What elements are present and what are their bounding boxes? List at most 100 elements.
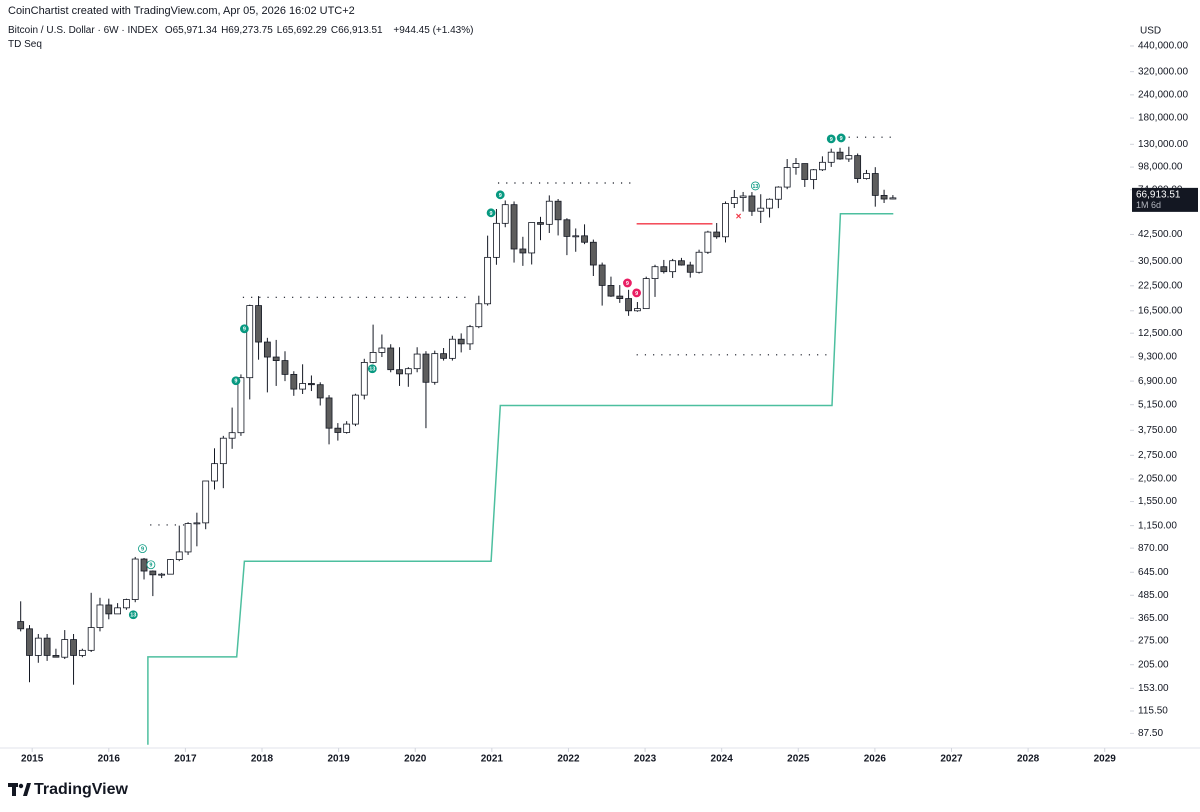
candle-body xyxy=(854,155,862,179)
td-marker-label: × xyxy=(736,211,742,222)
candle-body xyxy=(810,169,817,180)
brand-logo xyxy=(8,783,31,796)
candle-body xyxy=(695,251,703,273)
x-tick-label: 2016 xyxy=(98,754,121,765)
td-marker: 9 xyxy=(826,134,836,144)
candle-body xyxy=(184,523,192,553)
candle-body xyxy=(52,655,60,658)
candle-body xyxy=(545,200,553,225)
candle-body xyxy=(440,353,447,359)
td-marker-dot xyxy=(495,190,505,200)
y-tick-label: 3,750.00 xyxy=(1138,425,1177,436)
td-marker-label: 13 xyxy=(369,367,375,373)
x-tick-label: 2025 xyxy=(787,754,810,765)
x-tick-label: 2018 xyxy=(251,754,274,765)
candle-body xyxy=(281,360,289,375)
candle-body xyxy=(519,248,527,254)
candle-body xyxy=(783,167,791,188)
candle-body xyxy=(510,204,518,250)
logo-part xyxy=(12,783,16,796)
candle-body xyxy=(70,639,77,656)
candle-body xyxy=(827,151,835,163)
candle-body xyxy=(43,637,51,656)
y-tick-label: 2,050.00 xyxy=(1138,474,1177,485)
candle-body xyxy=(246,305,254,379)
td-marker-dot xyxy=(836,133,846,143)
candle-body xyxy=(202,480,210,524)
logo-part xyxy=(18,783,24,789)
x-tick-label: 2028 xyxy=(1017,754,1040,765)
candle-body xyxy=(625,298,632,312)
candle-body xyxy=(633,308,641,312)
candle-body xyxy=(598,264,606,286)
y-tick-label: 42,500.00 xyxy=(1138,229,1183,240)
y-tick-label: 5,150.00 xyxy=(1138,399,1177,410)
candle-body xyxy=(475,303,483,328)
countdown: 1M 6d xyxy=(1136,200,1161,210)
td-marker: 13 xyxy=(750,181,760,191)
candle-body xyxy=(175,551,183,560)
candle-body xyxy=(237,377,245,434)
candle-body xyxy=(105,604,113,615)
y-tick-label: 205.00 xyxy=(1138,659,1169,670)
candle-body xyxy=(669,260,677,273)
y-tick-label: 115.50 xyxy=(1138,706,1168,717)
x-tick-label: 2029 xyxy=(1094,754,1117,765)
ohlc-value: C66,913.51 xyxy=(330,25,383,36)
td-marker-label: 9 xyxy=(840,136,843,142)
y-tick-label: 275.00 xyxy=(1138,636,1169,647)
td-marker-label: 9 xyxy=(635,291,638,297)
candle-body xyxy=(774,186,782,200)
td-marker-dot xyxy=(146,560,156,570)
candle-body xyxy=(457,338,465,345)
td-marker-dot xyxy=(632,288,642,298)
candle-body xyxy=(757,207,765,212)
candle-body xyxy=(431,353,439,383)
y-tick-label: 6,900.00 xyxy=(1138,376,1177,387)
y-tick-label: 2,750.00 xyxy=(1138,450,1177,461)
candle-body xyxy=(739,195,747,198)
td-marker: 9 xyxy=(486,208,496,218)
candle-body xyxy=(87,627,95,651)
td-marker-dot xyxy=(231,376,241,386)
candle-body xyxy=(290,373,298,390)
candle-body xyxy=(448,338,456,359)
candle-body xyxy=(493,222,500,258)
candle-body xyxy=(211,463,218,482)
td-marker-dot xyxy=(239,324,249,334)
y-tick-label: 22,500.00 xyxy=(1138,280,1183,291)
td-marker-label: 13 xyxy=(130,613,136,619)
td-marker: 9 xyxy=(495,190,505,200)
td-marker: 9 xyxy=(231,376,241,386)
x-tick-label: 2027 xyxy=(940,754,963,765)
ohlc-value: O65,971.34 xyxy=(164,25,218,36)
candle-body xyxy=(819,161,826,171)
candle-body xyxy=(589,241,597,266)
candle-body xyxy=(308,383,315,386)
candle-body xyxy=(792,163,800,168)
candle-body xyxy=(78,649,86,656)
td-marker: 9 xyxy=(239,324,249,334)
change: +944.45 (+1.43%) xyxy=(393,25,474,36)
candle-body xyxy=(26,628,33,656)
candle-body xyxy=(889,197,897,200)
td-marker-dot xyxy=(486,208,496,218)
candle-body xyxy=(140,558,148,572)
td-marker-label: 9 xyxy=(243,327,246,333)
candle-body xyxy=(149,570,157,576)
td-marker-dot xyxy=(826,134,836,144)
candle-body xyxy=(167,559,174,575)
plot-area xyxy=(17,136,897,745)
candle-body xyxy=(396,369,403,375)
candle-body xyxy=(660,266,668,273)
brand: TradingView xyxy=(34,781,129,798)
y-tick-label: 12,500.00 xyxy=(1138,328,1183,339)
y-tick-label: 440,000.00 xyxy=(1138,41,1188,52)
candle-body xyxy=(572,235,580,238)
candle-body xyxy=(880,194,888,200)
candle-body xyxy=(325,397,333,429)
indicator: TD Seq xyxy=(8,39,42,50)
td-marker-label: 13 xyxy=(752,184,758,190)
td-marker-dot xyxy=(138,544,147,553)
